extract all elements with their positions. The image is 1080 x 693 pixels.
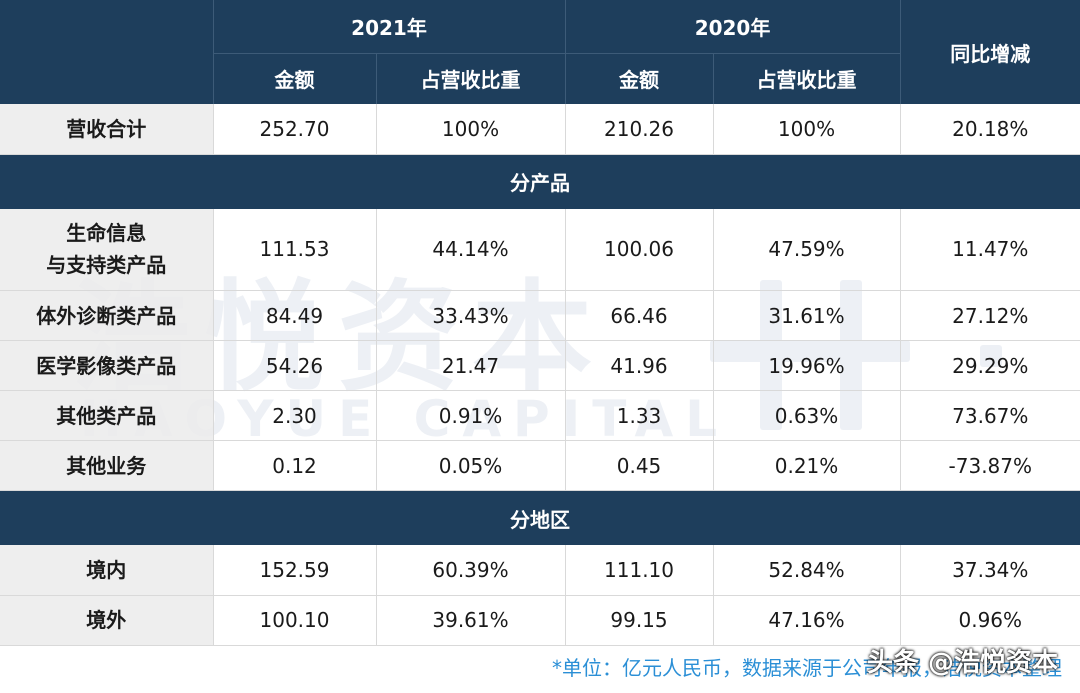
cell-share-2021: 0.05%: [375, 440, 566, 491]
table-row: 生命信息 与支持类产品 111.53 44.14% 100.06 47.59% …: [0, 208, 1080, 291]
cell-share-2020: 0.63%: [712, 390, 901, 441]
cell-amount-2021: 54.26: [212, 340, 376, 391]
cell-amount-2020: 0.45: [564, 440, 714, 491]
cell-share-2020: 31.61%: [712, 290, 901, 341]
row-label: 营收合计: [0, 104, 213, 155]
cell-amount-2021: 0.12: [212, 440, 376, 491]
row-label-line: 与支持类产品: [46, 253, 167, 278]
cell-share-2020: 52.84%: [712, 545, 901, 596]
cell-yoy: 11.47%: [899, 208, 1080, 291]
footnote: *单位：亿元人民币，数据来源于公司年报，浩悦资本整理: [552, 656, 1062, 680]
cell-amount-2021: 152.59: [212, 545, 376, 596]
header-share-2021: 占营收比重: [375, 53, 566, 104]
table-row: 境外 100.10 39.61% 99.15 47.16% 0.96%: [0, 595, 1080, 646]
table-row: 其他业务 0.12 0.05% 0.45 0.21% -73.87%: [0, 440, 1080, 491]
section-title: 分地区: [0, 490, 1080, 545]
cell-amount-2020: 41.96: [564, 340, 714, 391]
row-label-line: 生命信息: [66, 221, 147, 246]
cell-share-2020: 47.59%: [712, 208, 901, 291]
row-label: 其他类产品: [0, 390, 213, 441]
cell-share-2021: 33.43%: [375, 290, 566, 341]
table-row: 境内 152.59 60.39% 111.10 52.84% 37.34%: [0, 545, 1080, 596]
section-title: 分产品: [0, 154, 1080, 209]
cell-share-2021: 0.91%: [375, 390, 566, 441]
cell-amount-2020: 99.15: [564, 595, 714, 646]
row-label: 体外诊断类产品: [0, 290, 213, 341]
row-label: 生命信息 与支持类产品: [0, 208, 213, 291]
cell-share-2021: 21.47: [375, 340, 566, 391]
table-row: 体外诊断类产品 84.49 33.43% 66.46 31.61% 27.12%: [0, 290, 1080, 341]
cell-amount-2020: 210.26: [564, 104, 714, 155]
header-amount-2020: 金额: [564, 53, 714, 104]
cell-share-2021: 100%: [375, 104, 566, 155]
section-header-product: 分产品: [0, 154, 1080, 209]
cell-share-2020: 19.96%: [712, 340, 901, 391]
revenue-table: 2021年 2020年 同比增减 金额 占营收比重 金额 占营收比重 营收合计 …: [0, 0, 1080, 646]
cell-yoy: 0.96%: [899, 595, 1080, 646]
cell-yoy: 73.67%: [899, 390, 1080, 441]
footer: *单位：亿元人民币，数据来源于公司年报，浩悦资本整理 头条 @浩悦资本: [0, 642, 1080, 693]
table-row: 医学影像类产品 54.26 21.47 41.96 19.96% 29.29%: [0, 340, 1080, 391]
cell-yoy: 37.34%: [899, 545, 1080, 596]
total-row: 营收合计 252.70 100% 210.26 100% 20.18%: [0, 104, 1080, 155]
cell-amount-2020: 1.33: [564, 390, 714, 441]
cell-share-2020: 47.16%: [712, 595, 901, 646]
brand-overlay: 头条 @浩悦资本: [866, 648, 1058, 678]
header-share-2020: 占营收比重: [712, 53, 901, 104]
header-amount-2021: 金额: [212, 53, 376, 104]
cell-share-2021: 44.14%: [375, 208, 566, 291]
table-row: 其他类产品 2.30 0.91% 1.33 0.63% 73.67%: [0, 390, 1080, 441]
row-label: 医学影像类产品: [0, 340, 213, 391]
cell-share-2020: 0.21%: [712, 440, 901, 491]
cell-amount-2020: 66.46: [564, 290, 714, 341]
cell-yoy: -73.87%: [899, 440, 1080, 491]
cell-share-2021: 39.61%: [375, 595, 566, 646]
cell-yoy: 27.12%: [899, 290, 1080, 341]
cell-amount-2021: 2.30: [212, 390, 376, 441]
header-yoy: 同比增减: [899, 0, 1080, 104]
cell-amount-2021: 100.10: [212, 595, 376, 646]
cell-amount-2020: 111.10: [564, 545, 714, 596]
header-year-2021: 2021年: [212, 0, 566, 54]
cell-share-2021: 60.39%: [375, 545, 566, 596]
header-year-2020: 2020年: [564, 0, 901, 54]
row-label: 其他业务: [0, 440, 213, 491]
cell-amount-2020: 100.06: [564, 208, 714, 291]
cell-amount-2021: 252.70: [212, 104, 376, 155]
row-label: 境内: [0, 545, 213, 596]
cell-amount-2021: 111.53: [212, 208, 376, 291]
cell-yoy: 20.18%: [899, 104, 1080, 155]
header-corner: [0, 0, 213, 104]
cell-amount-2021: 84.49: [212, 290, 376, 341]
row-label: 境外: [0, 595, 213, 646]
section-header-region: 分地区: [0, 490, 1080, 545]
cell-share-2020: 100%: [712, 104, 901, 155]
cell-yoy: 29.29%: [899, 340, 1080, 391]
